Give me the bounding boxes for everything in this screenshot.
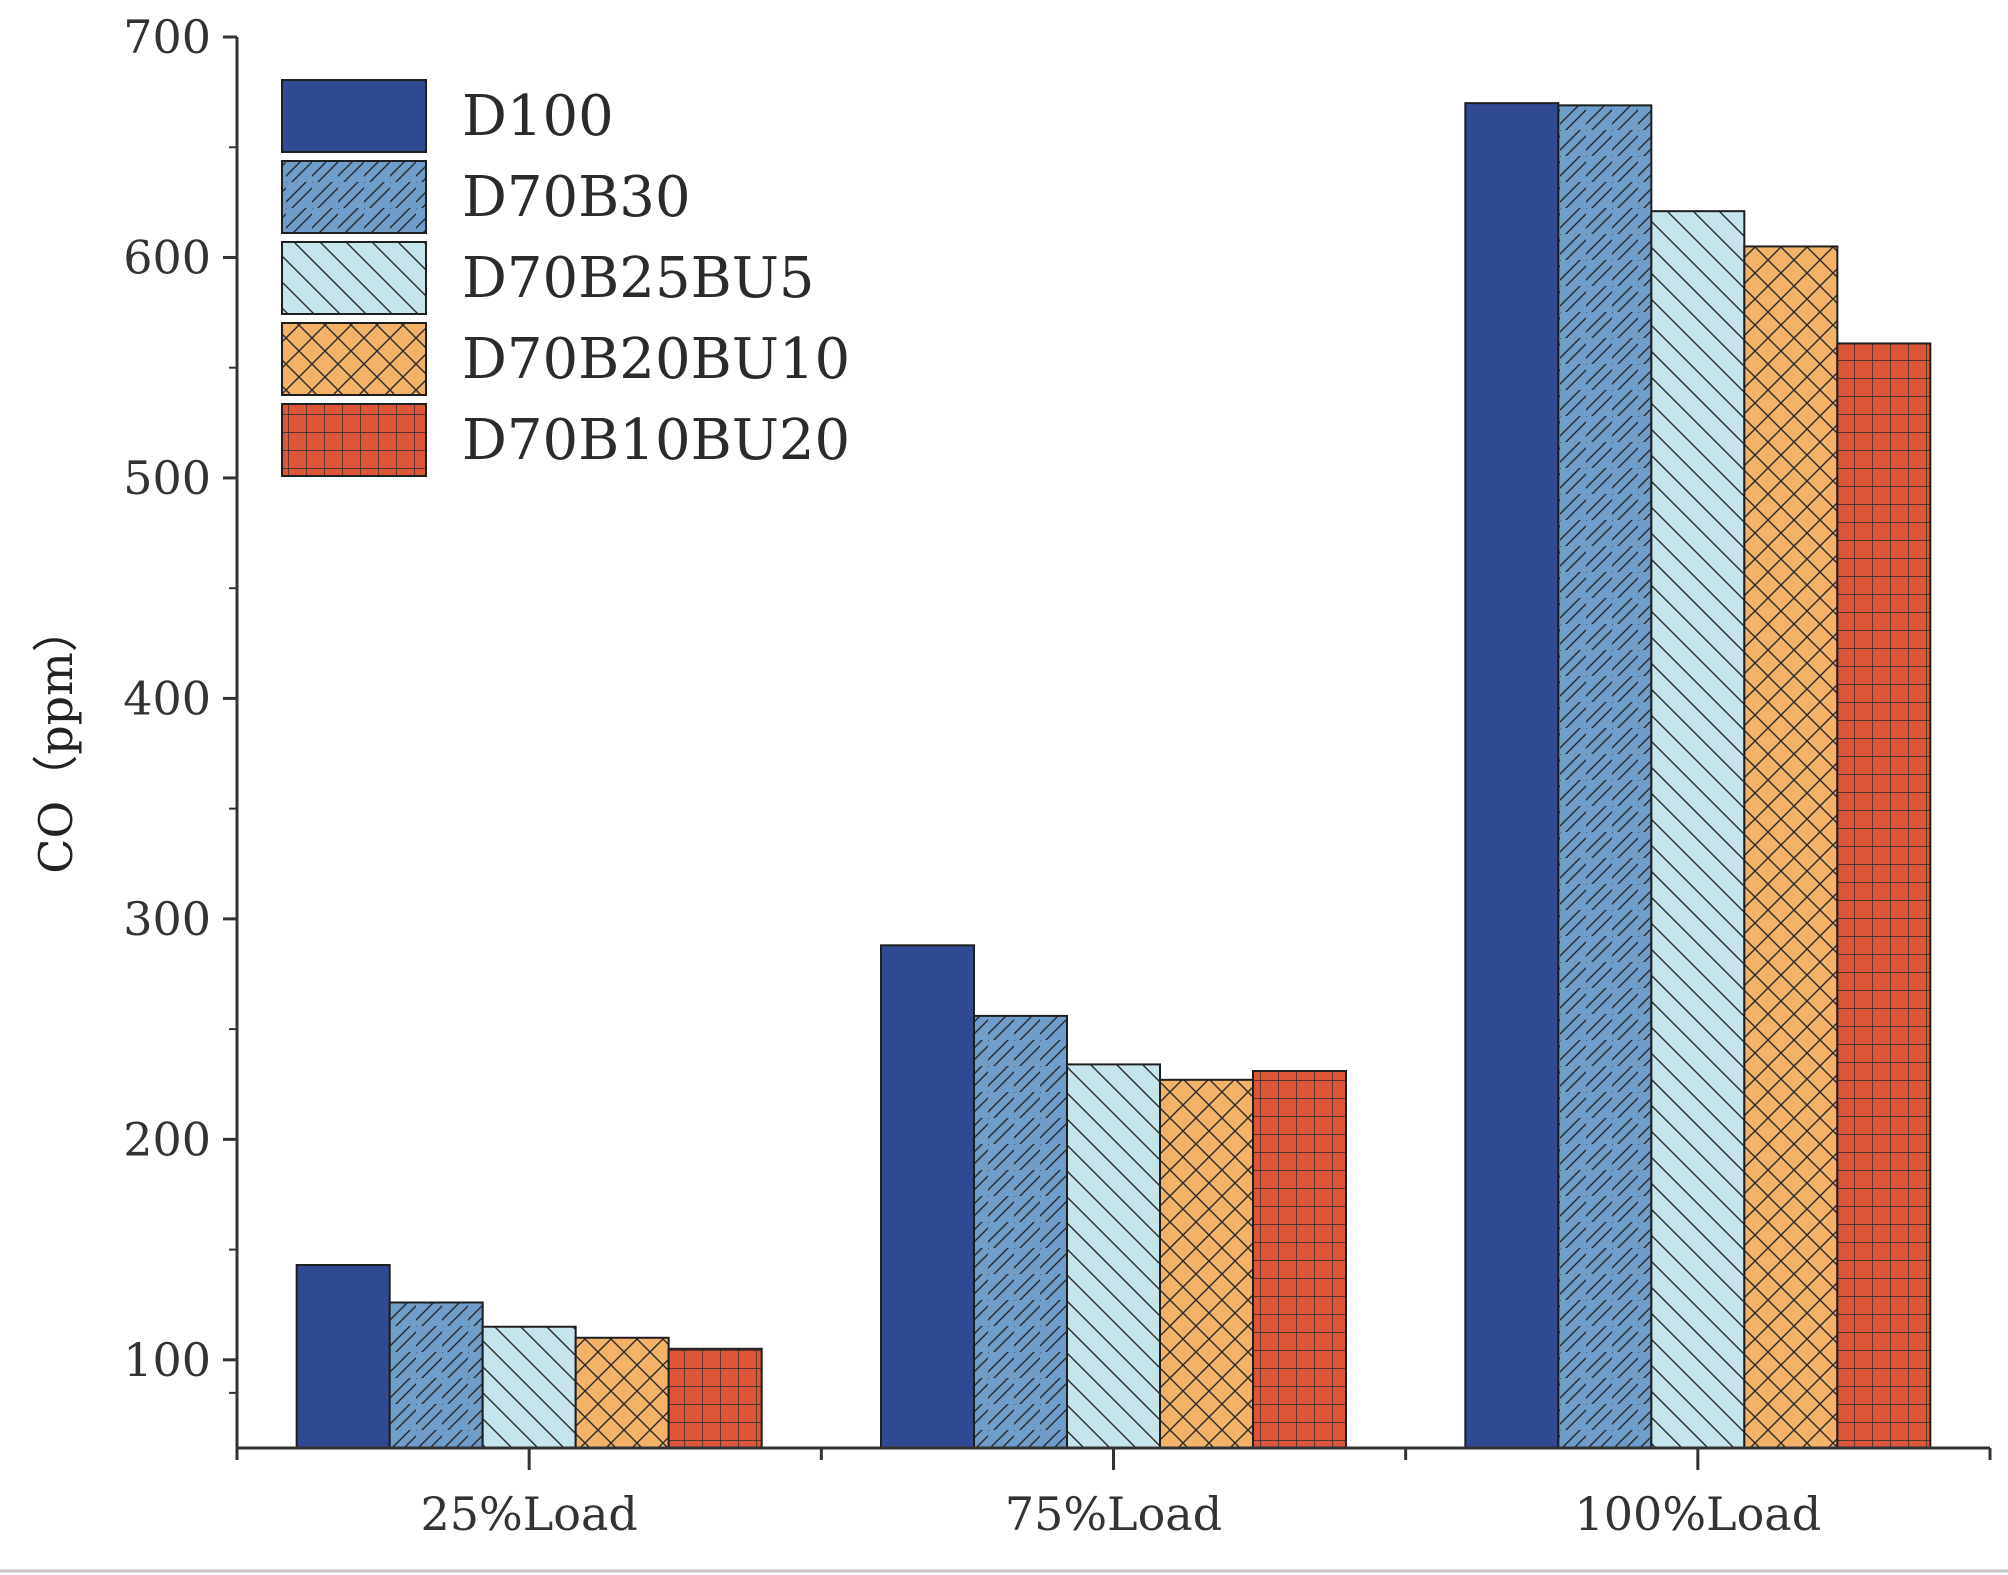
- legend-swatch-d70b20bu10: [281, 322, 427, 396]
- bar-d70b25bu5-75pct-load: [1066, 1063, 1161, 1450]
- x-tick-label: 75%Load: [1005, 1487, 1222, 1541]
- bar-d70b30-25pct-load: [388, 1301, 484, 1449]
- bar-d70b25bu5-25pct-load: [481, 1325, 577, 1449]
- y-tick-label: 500: [123, 451, 211, 505]
- bar-d70b30-75pct-load: [973, 1014, 1068, 1449]
- bars-layer: [295, 102, 1932, 1450]
- legend-label-d70b10bu20: D70B10BU20: [462, 408, 850, 473]
- y-tick-label: 600: [123, 230, 211, 284]
- y-tick-label: 200: [123, 1112, 211, 1166]
- legend-label-d70b20bu10: D70B20BU10: [462, 327, 850, 392]
- y-tick-label: 400: [123, 671, 211, 725]
- legend-label-d70b25bu5: D70B25BU5: [462, 246, 815, 311]
- x-tick-label: 25%Load: [420, 1487, 637, 1541]
- bar-d100-25pct-load: [295, 1264, 391, 1450]
- bar-d70b20bu10-75pct-load: [1159, 1078, 1254, 1449]
- bar-d70b10bu20-100pct-load: [1836, 342, 1932, 1450]
- y-tick-label: 700: [123, 10, 211, 64]
- bar-d70b20bu10-25pct-load: [574, 1336, 670, 1449]
- legend-label-d100: D100: [462, 84, 614, 149]
- y-axis-label: CO（ppm）: [29, 606, 83, 873]
- legend-label-d70b30: D70B30: [462, 165, 691, 230]
- bar-d70b25bu5-100pct-load: [1650, 210, 1746, 1450]
- bar-d100-100pct-load: [1464, 102, 1560, 1449]
- bar-d70b20bu10-100pct-load: [1743, 245, 1839, 1449]
- legend-swatch-d100: [281, 79, 427, 153]
- ticks-layer: 100 200 300 400 500 600 700 25%Load 75%Load 100%L…: [123, 10, 1992, 1541]
- y-tick-label: 100: [123, 1333, 211, 1387]
- legend-swatch-d70b30: [281, 160, 427, 234]
- bar-d70b10bu20-75pct-load: [1252, 1069, 1347, 1449]
- legend-swatch-d70b25bu5: [281, 241, 427, 315]
- bar-d100-75pct-load: [880, 944, 975, 1449]
- x-tick-label: 100%Load: [1575, 1487, 1822, 1541]
- bar-d70b30-100pct-load: [1557, 104, 1653, 1449]
- legend: D100 D70B30 D70B25BU5 D70B20BU10 D70B10BU20: [281, 79, 850, 477]
- bar-d70b10bu20-25pct-load: [667, 1347, 763, 1449]
- legend-swatch-d70b10bu20: [281, 403, 427, 477]
- y-tick-label: 300: [123, 892, 211, 946]
